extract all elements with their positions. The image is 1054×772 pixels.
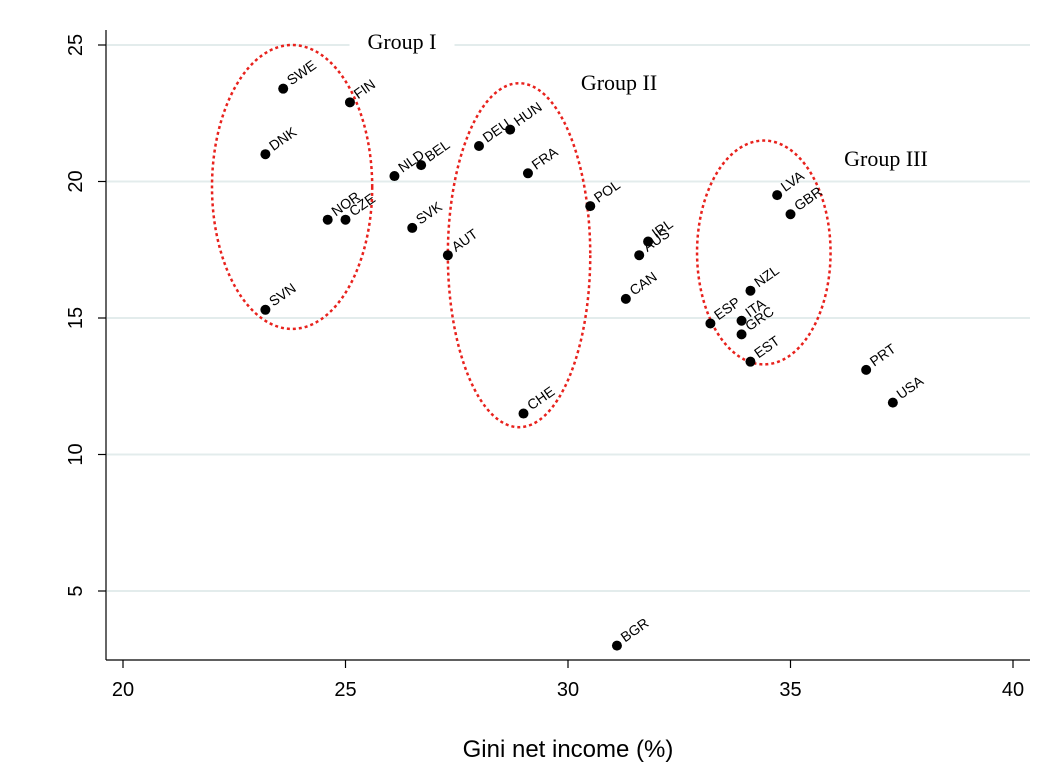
data-point bbox=[407, 222, 418, 233]
data-point bbox=[745, 285, 756, 296]
group-label-background bbox=[822, 148, 950, 174]
data-point bbox=[416, 160, 427, 171]
group-ellipse bbox=[695, 139, 832, 366]
data-point bbox=[522, 168, 533, 179]
point-label: HUN bbox=[511, 99, 545, 130]
data-point bbox=[344, 97, 355, 108]
group-ellipses bbox=[210, 43, 832, 429]
data-point bbox=[736, 315, 747, 326]
group-ellipse bbox=[210, 43, 374, 331]
group-label: Group II bbox=[581, 70, 657, 95]
data-point bbox=[260, 304, 271, 315]
point-label: CHE bbox=[524, 383, 557, 413]
tick-marks: 5 10 15 20 25 20 25 30 35 40 bbox=[65, 34, 1024, 701]
point-label: CAN bbox=[626, 268, 659, 298]
y-tick-label: 15 bbox=[65, 307, 87, 329]
point-label: BEL bbox=[422, 136, 453, 164]
y-tick-label: 20 bbox=[65, 170, 87, 192]
point-label: FRA bbox=[528, 143, 561, 173]
x-tick-label: 20 bbox=[112, 679, 134, 701]
data-point bbox=[772, 190, 783, 201]
x-tick-label: 35 bbox=[779, 679, 801, 701]
point-label: BGR bbox=[617, 615, 651, 646]
data-point bbox=[278, 83, 289, 94]
point-label: SVN bbox=[266, 280, 299, 310]
group-label: Group III bbox=[844, 146, 928, 171]
data-point bbox=[620, 293, 631, 304]
x-tick-label: 30 bbox=[557, 679, 579, 701]
data-point bbox=[745, 356, 756, 367]
data-point bbox=[474, 141, 484, 152]
data-point bbox=[518, 408, 529, 419]
data-point bbox=[389, 171, 400, 182]
data-point bbox=[861, 364, 872, 375]
group-labels: Group I Group II Group III bbox=[349, 29, 950, 174]
point-label: USA bbox=[893, 372, 926, 402]
data-point bbox=[505, 124, 516, 135]
y-tick-label: 5 bbox=[65, 585, 87, 596]
point-label: LVA bbox=[778, 167, 808, 194]
y-tick-label: 25 bbox=[65, 34, 87, 56]
data-point bbox=[887, 397, 898, 408]
point-label: AUT bbox=[448, 225, 480, 254]
point-label: EST bbox=[751, 332, 783, 361]
point-label: SWE bbox=[284, 57, 319, 88]
x-tick-label: 25 bbox=[334, 679, 356, 701]
data-point bbox=[634, 250, 645, 261]
group-label-background bbox=[561, 72, 677, 98]
data-point bbox=[643, 236, 654, 247]
data-point bbox=[585, 201, 596, 212]
data-point bbox=[785, 209, 796, 220]
data-point bbox=[340, 214, 351, 225]
group-label-background bbox=[349, 31, 455, 57]
data-point bbox=[442, 250, 453, 261]
data-point bbox=[322, 214, 333, 225]
point-label: NZL bbox=[751, 262, 782, 290]
grid-lines bbox=[107, 44, 1030, 592]
x-axis-title: Gini net income (%) bbox=[463, 736, 674, 763]
group-label: Group I bbox=[367, 29, 436, 54]
x-tick-label: 40 bbox=[1002, 679, 1024, 701]
data-point bbox=[260, 149, 271, 160]
data-point bbox=[611, 640, 622, 651]
group-ellipse bbox=[446, 81, 592, 429]
point-label: SVK bbox=[413, 198, 446, 228]
point-label: DNK bbox=[266, 123, 300, 153]
y-tick-label: 10 bbox=[65, 443, 87, 465]
point-label: PRT bbox=[867, 340, 899, 369]
data-point bbox=[705, 318, 716, 329]
data-point bbox=[736, 329, 747, 340]
